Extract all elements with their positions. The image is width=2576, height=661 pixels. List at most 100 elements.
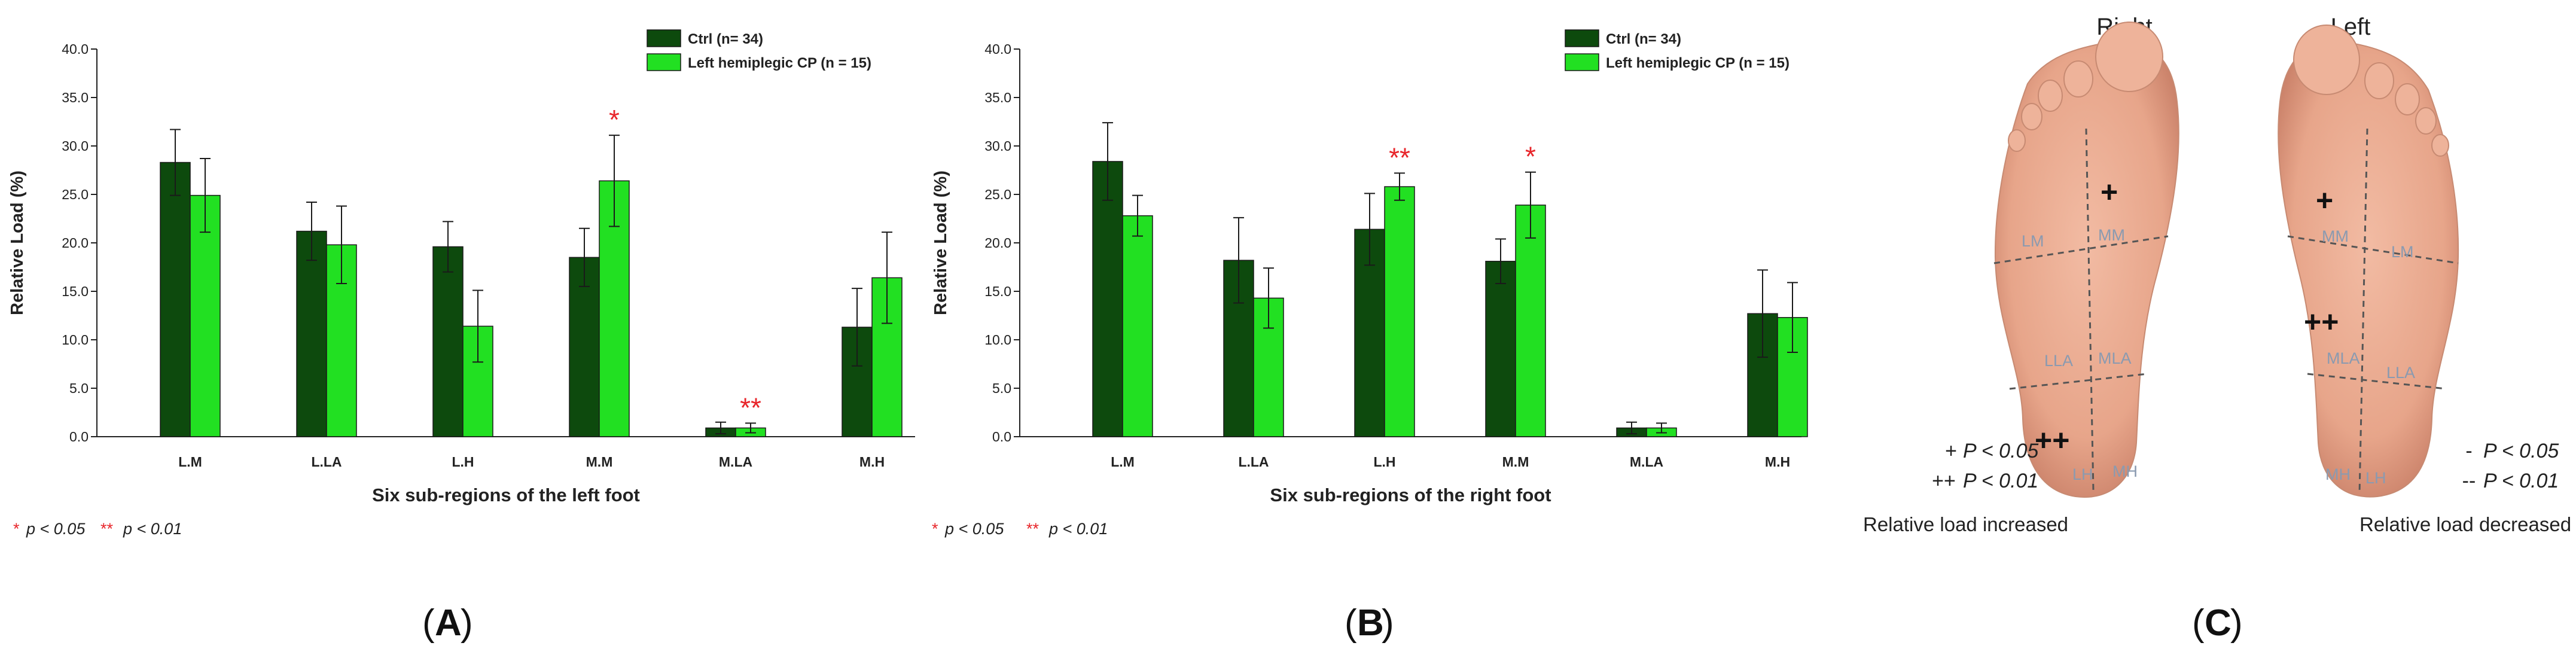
left-region-label: LM <box>2391 243 2414 261</box>
y-axis-label: Relative Load (%) <box>8 170 27 315</box>
svg-text:): ) <box>461 602 473 644</box>
legend-swatch-cp <box>647 53 681 71</box>
right-toe-4 <box>2021 103 2042 130</box>
chart-a: 0.0 5.0 10.0 15.0 20.0 25.0 30.0 35.0 40.0 Relati… <box>8 29 915 505</box>
right-region-label: MH <box>2112 462 2138 480</box>
significance-marker: ** <box>1389 142 1410 173</box>
svg-text:(: ( <box>1345 602 1357 644</box>
legend-label-ctrl: Ctrl (n= 34) <box>1606 31 1681 47</box>
right-region-label: LH <box>2072 465 2093 483</box>
bar-cp <box>1384 186 1415 437</box>
x-tick-label: M.LA <box>719 454 752 470</box>
left-toe-3 <box>2395 83 2420 115</box>
x-axis-label: Six sub-regions of the left foot <box>372 485 640 505</box>
right-lh-marker: ++ <box>2035 424 2069 457</box>
one-star-text: p < 0.05 <box>944 520 1004 538</box>
panel-c: Right Left LM MM LLA MLA LH MH + <box>1863 14 2571 535</box>
right-mm-marker: + <box>2101 175 2118 209</box>
increase-text-2: P < 0.01 <box>1963 470 2038 492</box>
x-axis-label: Six sub-regions of the right foot <box>1270 485 1551 505</box>
right-toe-2 <box>2063 60 2093 98</box>
y-axis-label: Relative Load (%) <box>931 170 950 315</box>
bar-cp <box>1122 215 1153 437</box>
decrease-legend: - P < 0.05 -- P < 0.01 Relative load dec… <box>2359 440 2571 535</box>
bar-cp <box>190 194 221 437</box>
significance-marker: * <box>1525 141 1536 172</box>
x-tick-label: L.H <box>1373 454 1395 470</box>
y-tick-label: 20.0 <box>62 235 89 251</box>
legend-label-ctrl: Ctrl (n= 34) <box>688 31 763 47</box>
left-mla-marker: ++ <box>2304 305 2339 339</box>
svg-text:): ) <box>1382 602 1394 644</box>
x-tick-label: L.M <box>178 454 202 470</box>
left-toe-5 <box>2431 134 2449 157</box>
x-tick-label: M.M <box>586 454 613 470</box>
y-tick-label: 5.0 <box>992 380 1011 396</box>
decrease-caption: Relative load decreased <box>2359 513 2571 535</box>
significance-marker: * <box>609 104 620 135</box>
two-star-text: p < 0.01 <box>1048 520 1108 538</box>
svg-text:): ) <box>2230 602 2243 644</box>
bar-ctrl <box>432 246 464 437</box>
bar-ctrl <box>1485 261 1516 437</box>
y-tick-label: 35.0 <box>984 90 1011 105</box>
y-tick-label: 30.0 <box>62 138 89 154</box>
two-star-symbol: ** <box>1026 520 1039 538</box>
y-tick-label: 0.0 <box>992 429 1011 444</box>
y-tick-label: 25.0 <box>984 187 1011 202</box>
increase-symbol-2: ++ <box>1932 470 1956 492</box>
one-star-symbol: * <box>932 520 938 538</box>
y-tick-label: 10.0 <box>62 332 89 348</box>
one-star-text: p < 0.05 <box>26 520 86 538</box>
left-foot-grid <box>2287 128 2459 494</box>
right-toe-5 <box>2008 129 2026 152</box>
left-region-label: MLA <box>2327 349 2360 367</box>
y-tick-label: 40.0 <box>984 41 1011 57</box>
left-region-labels: MM LM MLA LLA MH LH <box>2322 227 2415 487</box>
x-tick-label: L.LA <box>1238 454 1269 470</box>
two-star-text: p < 0.01 <box>123 520 182 538</box>
x-tick-label: M.H <box>859 454 885 470</box>
left-big-toe <box>2293 25 2360 95</box>
y-tick-label: 40.0 <box>62 41 89 57</box>
legend-label-cp: Left hemiplegic CP (n = 15) <box>688 55 871 71</box>
panel-label-a: ( A ) <box>422 602 473 644</box>
right-region-label: LM <box>2022 232 2044 250</box>
x-tick-label: L.LA <box>311 454 342 470</box>
left-mm-marker: + <box>2316 184 2333 217</box>
left-region-label: LLA <box>2386 364 2415 382</box>
right-region-label: LLA <box>2044 352 2073 370</box>
y-tick-label: 35.0 <box>62 90 89 105</box>
decrease-text-2: P < 0.01 <box>2483 470 2559 492</box>
y-tick-label: 25.0 <box>62 187 89 202</box>
panel-label-c: ( C ) <box>2192 602 2243 644</box>
panel-label-a-text: A <box>435 602 462 644</box>
bar-ctrl <box>1092 161 1123 437</box>
y-tick-label: 30.0 <box>984 138 1011 154</box>
right-big-toe <box>2095 22 2163 92</box>
legend-label-cp: Left hemiplegic CP (n = 15) <box>1606 55 1790 71</box>
y-tick-label: 20.0 <box>984 235 1011 251</box>
y-tick-label: 10.0 <box>984 332 1011 348</box>
right-foot-grid <box>1993 128 2169 491</box>
legend-swatch-ctrl <box>1565 29 1599 47</box>
legend-swatch-ctrl <box>647 29 681 47</box>
x-tick-label: M.M <box>1502 454 1529 470</box>
y-tick-label: 15.0 <box>984 284 1011 299</box>
left-toe-2 <box>2364 62 2394 99</box>
y-tick-label: 5.0 <box>69 380 89 396</box>
y-tick-label: 0.0 <box>69 429 89 444</box>
right-toe-3 <box>2038 80 2063 112</box>
svg-text:(: ( <box>422 602 435 644</box>
left-region-label: MH <box>2325 465 2351 483</box>
significance-marker: ** <box>740 392 761 423</box>
pvalue-note-b: * p < 0.05 ** p < 0.01 <box>932 520 1108 538</box>
x-tick-label: L.H <box>452 454 474 470</box>
svg-text:(: ( <box>2192 602 2205 644</box>
x-tick-label: M.LA <box>1630 454 1663 470</box>
left-toe-4 <box>2415 107 2437 135</box>
bar-cp <box>462 325 493 437</box>
pvalue-note-a: * p < 0.05 ** p < 0.01 <box>13 520 182 538</box>
increase-legend: + P < 0.05 ++ P < 0.01 Relative load inc… <box>1863 440 2068 535</box>
panel-label-b: ( B ) <box>1345 602 1394 644</box>
